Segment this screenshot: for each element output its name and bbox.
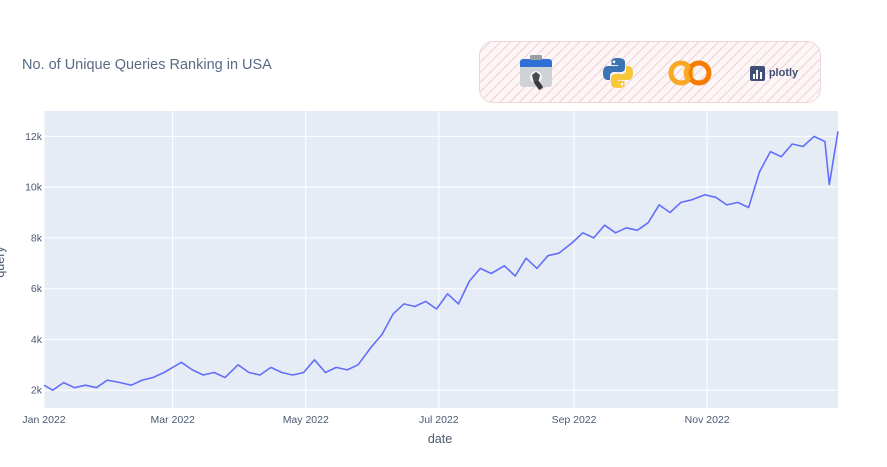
plotly-mark-icon bbox=[749, 65, 765, 81]
x-tick-label: Jul 2022 bbox=[419, 414, 459, 426]
x-axis-title: date bbox=[428, 432, 452, 446]
y-tick-label: 6k bbox=[31, 283, 43, 295]
y-tick-label: 10k bbox=[25, 182, 43, 194]
x-tick-label: Nov 2022 bbox=[685, 414, 730, 426]
series-line-query bbox=[43, 131, 839, 391]
plot-area bbox=[44, 111, 838, 408]
y-tick-label: 4k bbox=[31, 334, 43, 346]
x-tick-label: Sep 2022 bbox=[552, 414, 597, 426]
search-console-icon bbox=[512, 52, 560, 94]
x-tick-label: May 2022 bbox=[283, 414, 329, 426]
x-tick-label: Mar 2022 bbox=[151, 414, 196, 426]
x-tick-label: Jan 2022 bbox=[22, 414, 65, 426]
python-icon bbox=[594, 52, 642, 94]
logo-banner: plotly bbox=[479, 41, 821, 103]
colab-icon bbox=[664, 52, 716, 94]
y-tick-label: 12k bbox=[25, 131, 43, 143]
chart-title: No. of Unique Queries Ranking in USA bbox=[22, 57, 272, 73]
x-tick-labels: Jan 2022 Mar 2022 May 2022 Jul 2022 Sep 2022… bbox=[22, 414, 729, 426]
y-gridlines bbox=[44, 135, 838, 391]
y-tick-label: 2k bbox=[31, 385, 43, 397]
y-tick-labels: 2k 4k 6k 8k 10k 12k bbox=[25, 131, 43, 397]
y-tick-label: 8k bbox=[31, 232, 43, 244]
plotly-icon: plotly bbox=[746, 52, 802, 94]
x-gridlines bbox=[43, 111, 708, 408]
y-axis-title: query bbox=[0, 246, 7, 278]
plotly-logo-text: plotly bbox=[768, 67, 799, 79]
